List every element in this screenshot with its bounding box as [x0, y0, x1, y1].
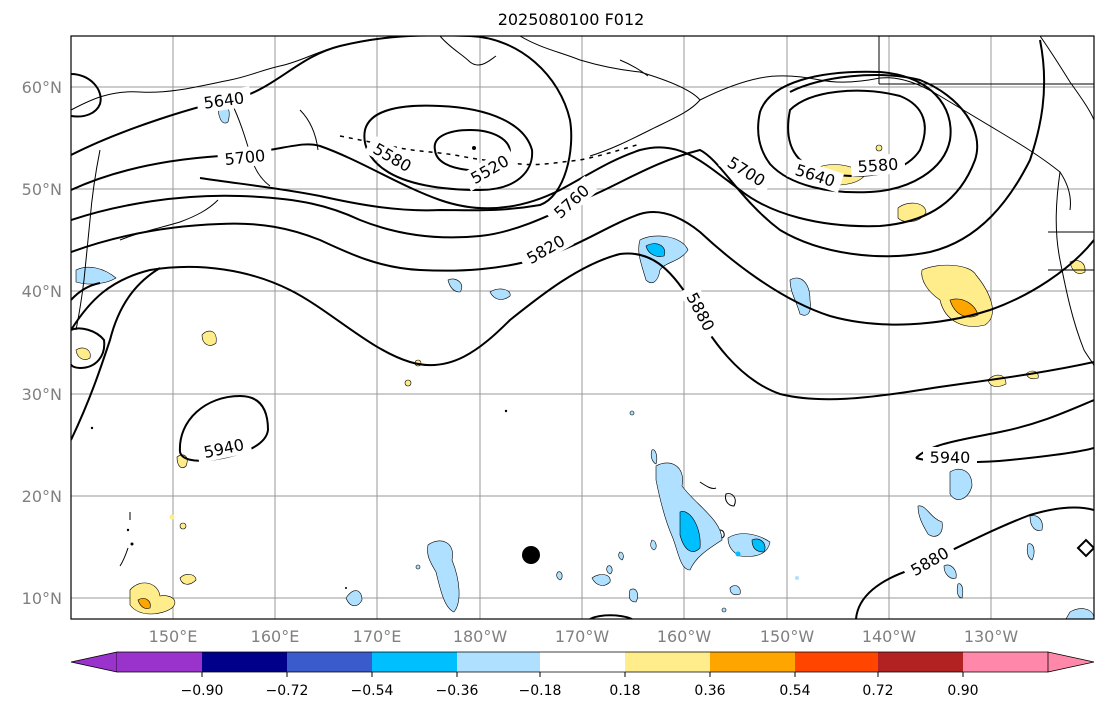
colorbar-label: 0.36 [694, 683, 725, 699]
svg-text:5580: 5580 [857, 155, 899, 177]
colorbar-swatch [963, 652, 1048, 672]
map-plot-area: 5640 5700 5580 5520 5760 5820 5880 5700 … [71, 36, 1094, 619]
contour-label: 5940 [923, 447, 977, 467]
colorbar-tick-labels: −0.90 −0.72 −0.54 −0.36 −0.18 0.18 0.36 … [181, 683, 979, 699]
aleutian-chain [339, 135, 641, 166]
colorbar-label: 0.90 [947, 683, 978, 699]
contour-5580-west [363, 104, 534, 192]
lat-label: 30°N [22, 385, 62, 404]
colorbar-label: 0.18 [609, 683, 640, 699]
lat-label: 40°N [22, 282, 62, 301]
contour-5880 [71, 252, 1094, 401]
colorbar-swatch [795, 652, 878, 672]
island-dots [90, 146, 508, 589]
lat-label: 10°N [22, 589, 62, 608]
contour-label: 5580 [850, 153, 906, 177]
colorbar-swatch [457, 652, 540, 672]
longitude-labels: 150°E 160°E 170°E 180°W 170°W 160°W 150°… [149, 627, 1019, 646]
colorbar-extend-min [70, 651, 118, 673]
lon-label: 150°W [760, 627, 815, 646]
coastlines [71, 36, 1094, 567]
contour-5820 [71, 211, 1094, 326]
contour-5880-west-lobe [71, 267, 161, 441]
location-marker [522, 546, 540, 564]
colorbar-swatch [710, 652, 795, 672]
negative-anomaly-shading [75, 103, 1094, 619]
contour-label: 5940 [195, 432, 253, 464]
colorbar-label: 0.54 [779, 683, 810, 699]
colorbar-swatch [287, 652, 372, 672]
colorbar-ticks [201, 672, 964, 677]
lon-label: 160°E [251, 627, 300, 646]
colorbar: −0.90 −0.72 −0.54 −0.36 −0.18 0.18 0.36 … [70, 651, 1095, 699]
contour-5700-west [71, 74, 979, 228]
lat-label: 20°N [22, 487, 62, 506]
contour-5640-east [757, 70, 952, 194]
colorbar-swatch [202, 652, 287, 672]
colorbar-swatch [540, 652, 625, 672]
colorbar-label: 0.72 [862, 683, 893, 699]
lon-label: 130°W [964, 627, 1019, 646]
lon-label: 150°E [149, 627, 198, 646]
lon-label: 180°W [453, 627, 508, 646]
lon-label: 170°E [353, 627, 402, 646]
colorbar-extend-max [1047, 651, 1095, 673]
lon-label: 160°W [657, 627, 712, 646]
map-frame [70, 35, 1095, 620]
colorbar-label: −0.54 [351, 683, 394, 699]
colorbar-swatch [117, 652, 202, 672]
colorbar-label: −0.18 [519, 683, 562, 699]
latitude-labels: 60°N 50°N 40°N 30°N 20°N 10°N [22, 78, 62, 608]
lon-label: 140°W [862, 627, 917, 646]
colorbar-swatch [625, 652, 710, 672]
colorbar-label: −0.90 [181, 683, 224, 699]
colorbar-swatch [372, 652, 457, 672]
lon-label: 170°W [555, 627, 610, 646]
colorbar-label: −0.36 [436, 683, 479, 699]
contour-label: 5700 [216, 144, 273, 170]
colorbar-label: −0.72 [266, 683, 309, 699]
svg-text:5700: 5700 [224, 146, 266, 169]
lat-label: 60°N [22, 78, 62, 97]
contour-label: 5640 [195, 86, 252, 114]
contour-5760 [71, 39, 1046, 258]
lat-label: 50°N [22, 180, 62, 199]
height-contours [71, 36, 1094, 619]
colorbar-swatch [878, 652, 963, 672]
contour-5880-east [855, 506, 1094, 619]
svg-text:5940: 5940 [930, 448, 971, 467]
map-title: 2025080100 F012 [497, 10, 645, 29]
